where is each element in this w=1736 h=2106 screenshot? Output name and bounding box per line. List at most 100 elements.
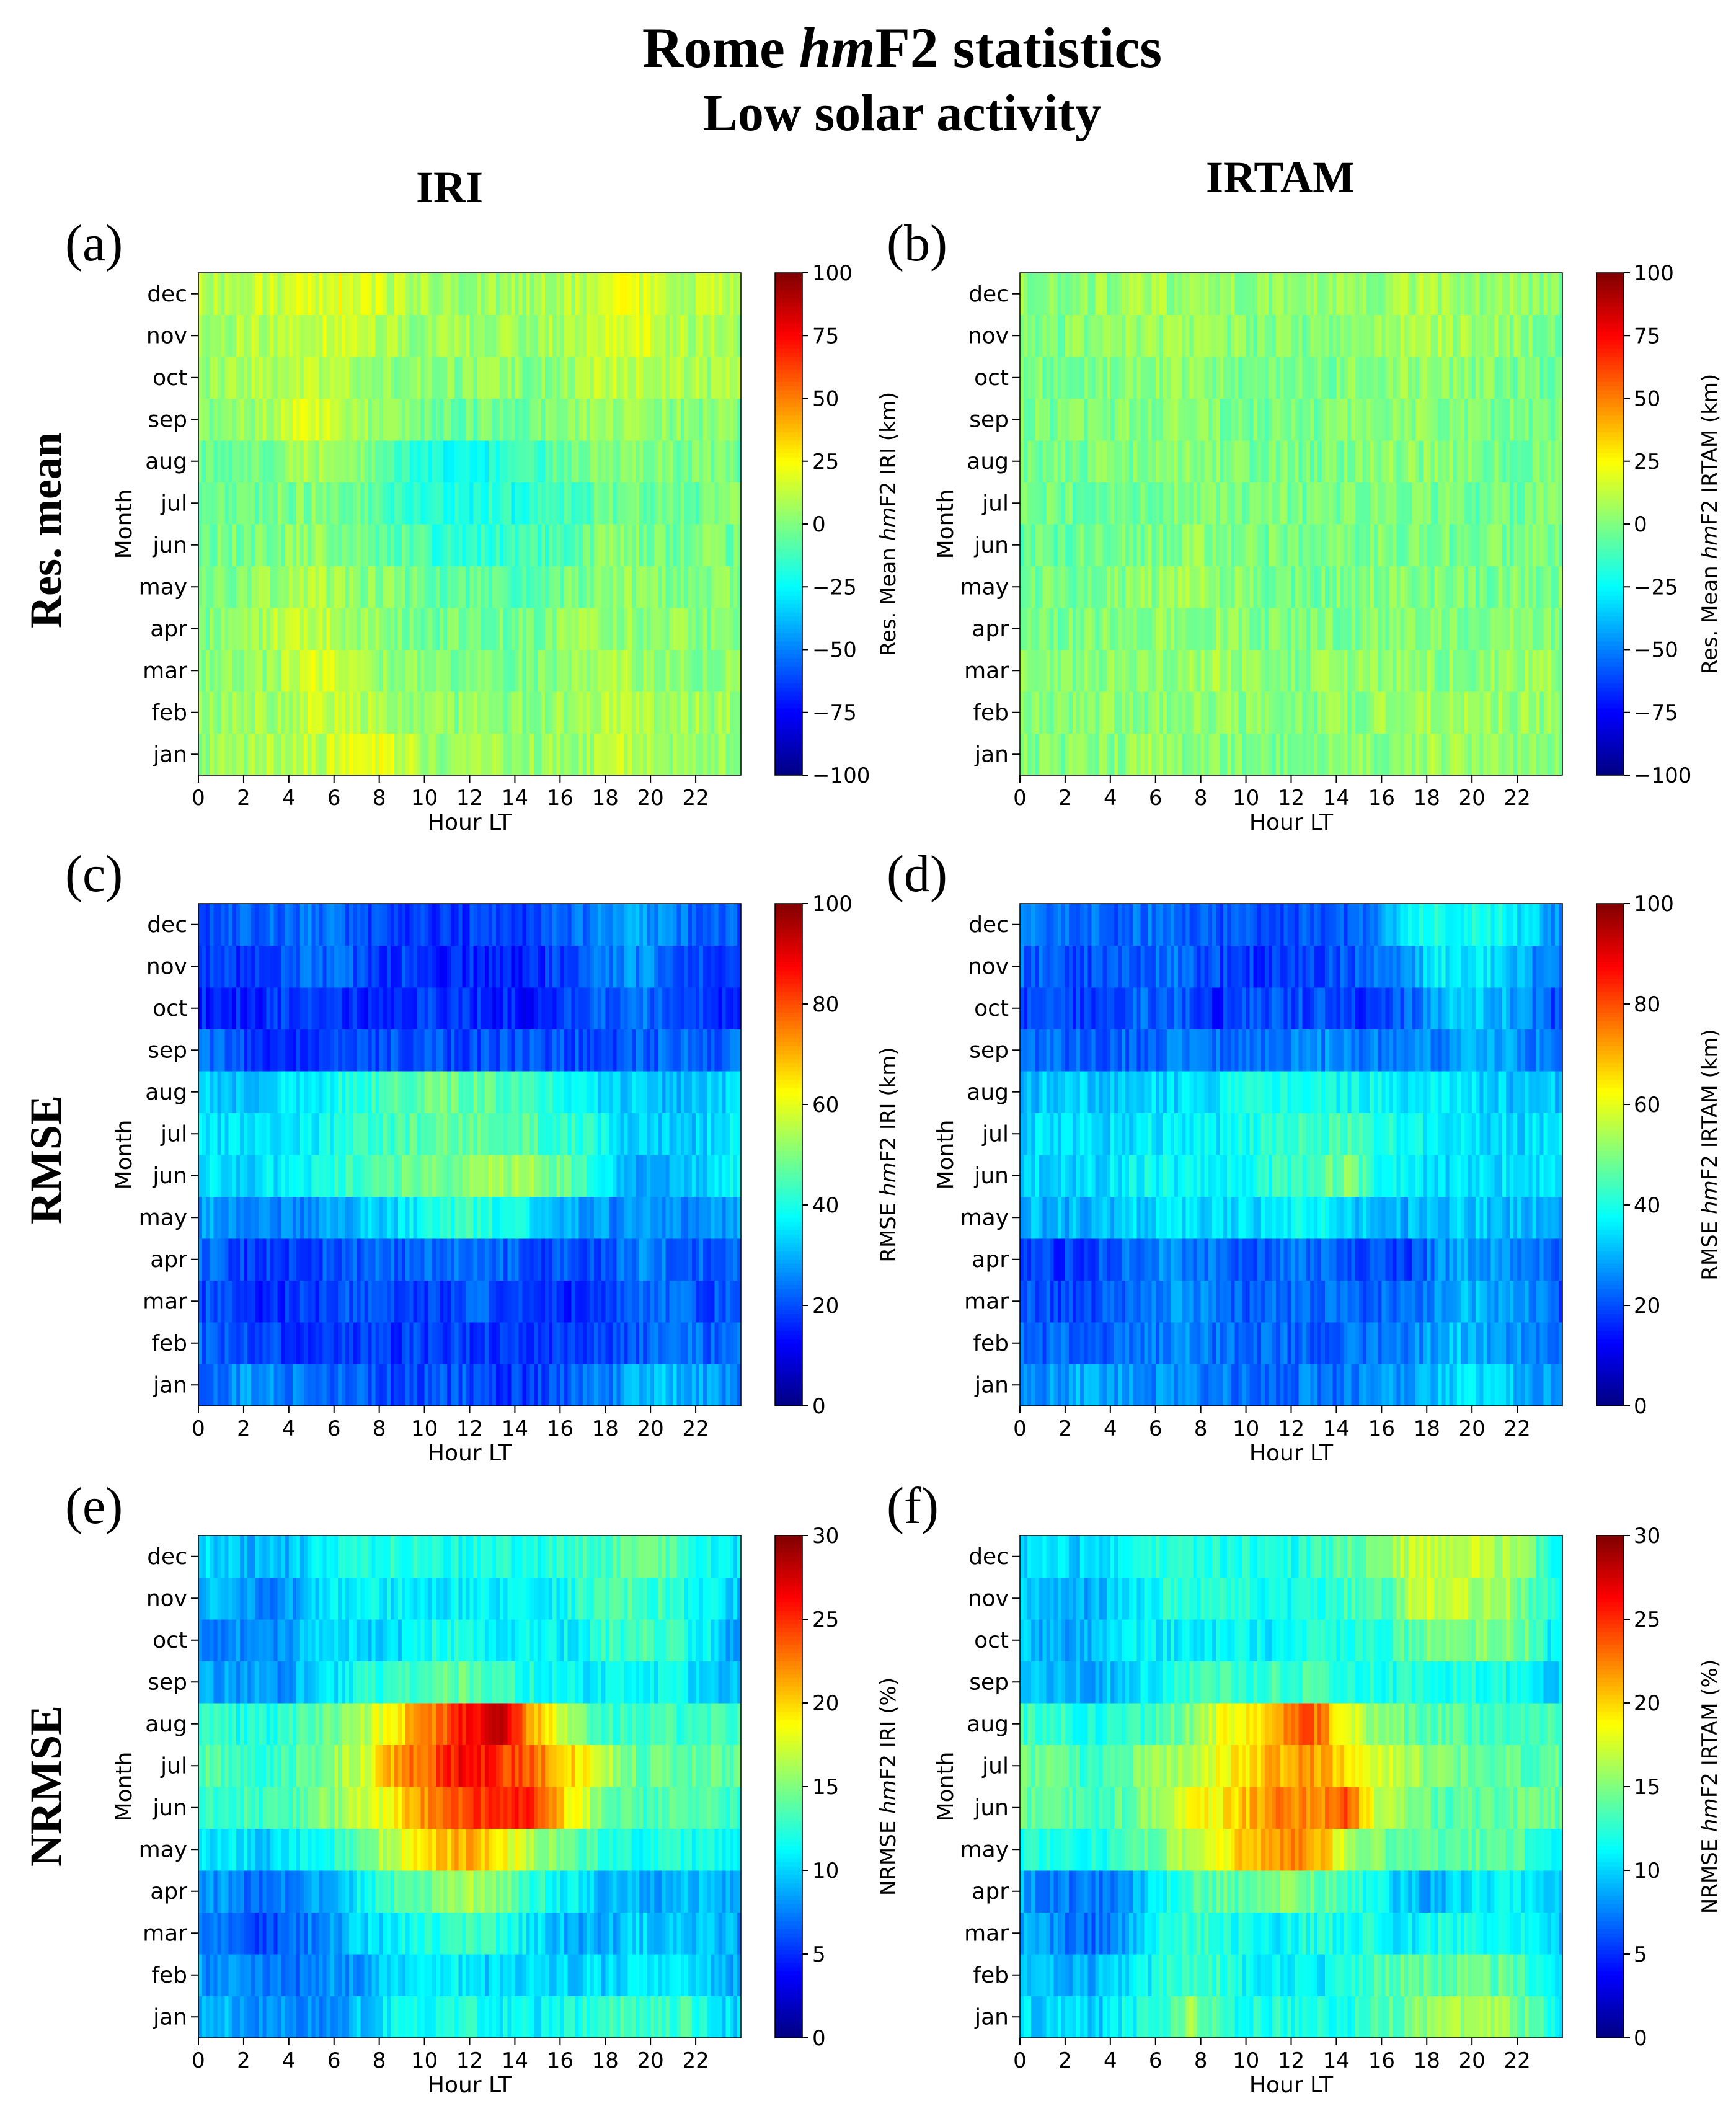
heatmap-cell <box>447 608 451 651</box>
colorbar-segment <box>775 553 802 558</box>
heatmap-cell <box>402 566 406 608</box>
heatmap-cell <box>1053 524 1058 567</box>
heatmap-cell <box>605 566 609 608</box>
heatmap-cell <box>1253 524 1258 567</box>
heatmap-cell <box>364 649 369 692</box>
heatmap-cell <box>1095 398 1100 441</box>
heatmap-cell <box>435 357 440 399</box>
heatmap-cell <box>529 273 534 316</box>
heatmap-cell <box>1046 608 1051 651</box>
heatmap-cell <box>330 608 335 651</box>
colorbar-segment <box>1596 528 1624 533</box>
heatmap-cell <box>582 357 587 399</box>
heatmap-cell <box>1246 566 1251 608</box>
heatmap-cell <box>564 566 569 608</box>
heatmap-cell <box>1080 314 1084 357</box>
heatmap-cell <box>692 1196 696 1239</box>
heatmap-cell <box>1166 608 1171 651</box>
heatmap-cell <box>255 314 259 357</box>
heatmap-cell <box>541 440 546 483</box>
heatmap-cell <box>627 357 632 399</box>
heatmap-cell <box>526 1238 531 1281</box>
heatmap-cell <box>1287 357 1292 399</box>
heatmap-cell <box>1227 440 1231 483</box>
heatmap-cell <box>417 273 422 316</box>
heatmap-cell <box>1291 398 1296 441</box>
heatmap-cell <box>1220 398 1224 441</box>
heatmap-cell <box>213 357 218 399</box>
heatmap-cell <box>571 1196 576 1239</box>
heatmap-cell <box>1370 357 1375 399</box>
heatmap-cell <box>1050 649 1055 692</box>
heatmap-cell <box>232 524 237 567</box>
heatmap-cell <box>601 440 606 483</box>
heatmap-cell <box>224 398 229 441</box>
heatmap-cell <box>1215 482 1220 525</box>
heatmap-cell <box>353 273 357 316</box>
heatmap-cell <box>360 440 365 483</box>
heatmap-cell <box>526 1113 531 1155</box>
heatmap-cell <box>413 1071 418 1114</box>
heatmap-cell <box>1102 440 1107 483</box>
colorbar-segment <box>1596 704 1624 709</box>
heatmap-cell <box>545 1322 549 1365</box>
heatmap-cell <box>560 1196 565 1239</box>
heatmap-cell <box>1321 733 1326 776</box>
heatmap-cell <box>1264 733 1269 776</box>
heatmap-cell <box>620 1238 625 1281</box>
heatmap-cell <box>511 1113 516 1155</box>
heatmap-cell <box>243 608 248 651</box>
heatmap-cell <box>556 1113 560 1155</box>
heatmap-cell <box>1381 566 1386 608</box>
heatmap-cell <box>1038 566 1043 608</box>
heatmap-cell <box>729 273 734 316</box>
heatmap-cell <box>1215 314 1220 357</box>
heatmap-cell <box>733 608 738 651</box>
heatmap-cell <box>676 314 681 357</box>
heatmap-cell <box>480 691 485 734</box>
heatmap-cell <box>718 649 723 692</box>
figure-title-prefix: Rome <box>642 16 799 79</box>
heatmap-cell <box>1272 608 1277 651</box>
heatmap-cell <box>285 733 290 776</box>
heatmap-cell <box>262 733 267 776</box>
heatmap-cell <box>1117 733 1122 776</box>
heatmap-cell <box>729 482 734 525</box>
heatmap-cell <box>560 398 565 441</box>
heatmap-cell <box>334 1322 339 1365</box>
heatmap-cell <box>1099 566 1104 608</box>
heatmap-cell <box>428 1280 433 1323</box>
heatmap-cell <box>631 1364 636 1406</box>
heatmap-cell <box>582 440 587 483</box>
heatmap-cell <box>353 1364 357 1406</box>
y-tick-label: jan <box>153 742 187 767</box>
heatmap-cell <box>500 482 504 525</box>
heatmap-cell <box>699 1155 704 1197</box>
heatmap-cell <box>1148 398 1153 441</box>
heatmap-cell <box>1336 608 1341 651</box>
heatmap-cell <box>703 1280 707 1323</box>
colorbar-segment <box>775 658 802 663</box>
heatmap-cell <box>285 273 290 316</box>
heatmap-cell <box>326 314 331 357</box>
heatmap-cell <box>469 1113 474 1155</box>
heatmap-cell <box>1298 524 1303 567</box>
heatmap-cell <box>239 1071 244 1114</box>
heatmap-cell <box>341 1196 346 1239</box>
heatmap-cell <box>1189 733 1194 776</box>
heatmap-cell <box>1318 482 1322 525</box>
heatmap-cell <box>733 733 738 776</box>
heatmap-cell <box>394 566 399 608</box>
colorbar-segment <box>1596 662 1624 667</box>
heatmap-cell <box>1411 482 1416 525</box>
heatmap-cell <box>1242 733 1247 776</box>
heatmap-cell <box>1434 357 1439 399</box>
heatmap-cell <box>507 1322 512 1365</box>
heatmap-cell <box>537 357 542 399</box>
heatmap-cell <box>202 524 206 567</box>
heatmap-cell <box>480 482 485 525</box>
heatmap-cell <box>1287 524 1292 567</box>
heatmap-cell <box>526 733 531 776</box>
heatmap-cell <box>601 1113 606 1155</box>
heatmap-cell <box>319 440 324 483</box>
